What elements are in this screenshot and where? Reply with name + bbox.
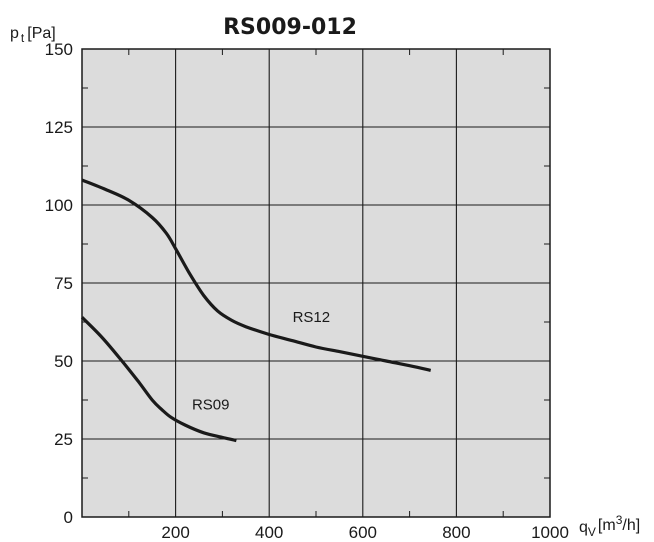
x-axis-label-unit-sup: 3	[616, 513, 623, 527]
y-tick-label: 150	[45, 40, 73, 59]
x-axis-label: qV [m3/h]	[579, 513, 640, 539]
x-axis-label-unit-close: /h]	[622, 517, 640, 534]
series-label-rs12: RS12	[293, 309, 331, 326]
y-tick-label: 25	[54, 430, 73, 449]
minor-ticks	[82, 49, 550, 517]
x-axis-label-main: q	[579, 519, 588, 536]
series-line-rs12	[81, 178, 432, 372]
series-lines	[80, 178, 432, 443]
y-axis-label-unit: [Pa]	[27, 25, 55, 42]
x-tick-labels: 200 400 600 800 1000	[161, 523, 569, 542]
x-tick-label: 400	[255, 523, 283, 542]
y-axis-label-main: p	[10, 25, 19, 42]
y-axis-label: p t [Pa]	[10, 25, 56, 45]
chart-title: RS009-012	[223, 15, 357, 40]
y-tick-labels: 0 25 50 75 100 125 150	[45, 40, 73, 527]
x-tick-label: 800	[442, 523, 470, 542]
series-labels: RS12 RS09	[192, 309, 330, 413]
y-tick-label: 125	[45, 118, 73, 137]
y-tick-label: 0	[64, 508, 73, 527]
y-tick-label: 100	[45, 196, 73, 215]
x-tick-label: 200	[161, 523, 189, 542]
grid-lines	[82, 49, 550, 517]
plot-frame	[81, 48, 551, 518]
y-tick-label: 75	[54, 274, 73, 293]
y-tick-label: 50	[54, 352, 73, 371]
y-axis-label-sub: t	[21, 31, 25, 45]
x-tick-label: 600	[349, 523, 377, 542]
x-axis-label-unit-open: [m	[598, 517, 616, 534]
x-axis-label-sub: V	[588, 525, 596, 539]
series-line-rs09	[80, 316, 237, 443]
x-tick-label: 1000	[531, 523, 569, 542]
series-label-rs09: RS09	[192, 396, 230, 413]
